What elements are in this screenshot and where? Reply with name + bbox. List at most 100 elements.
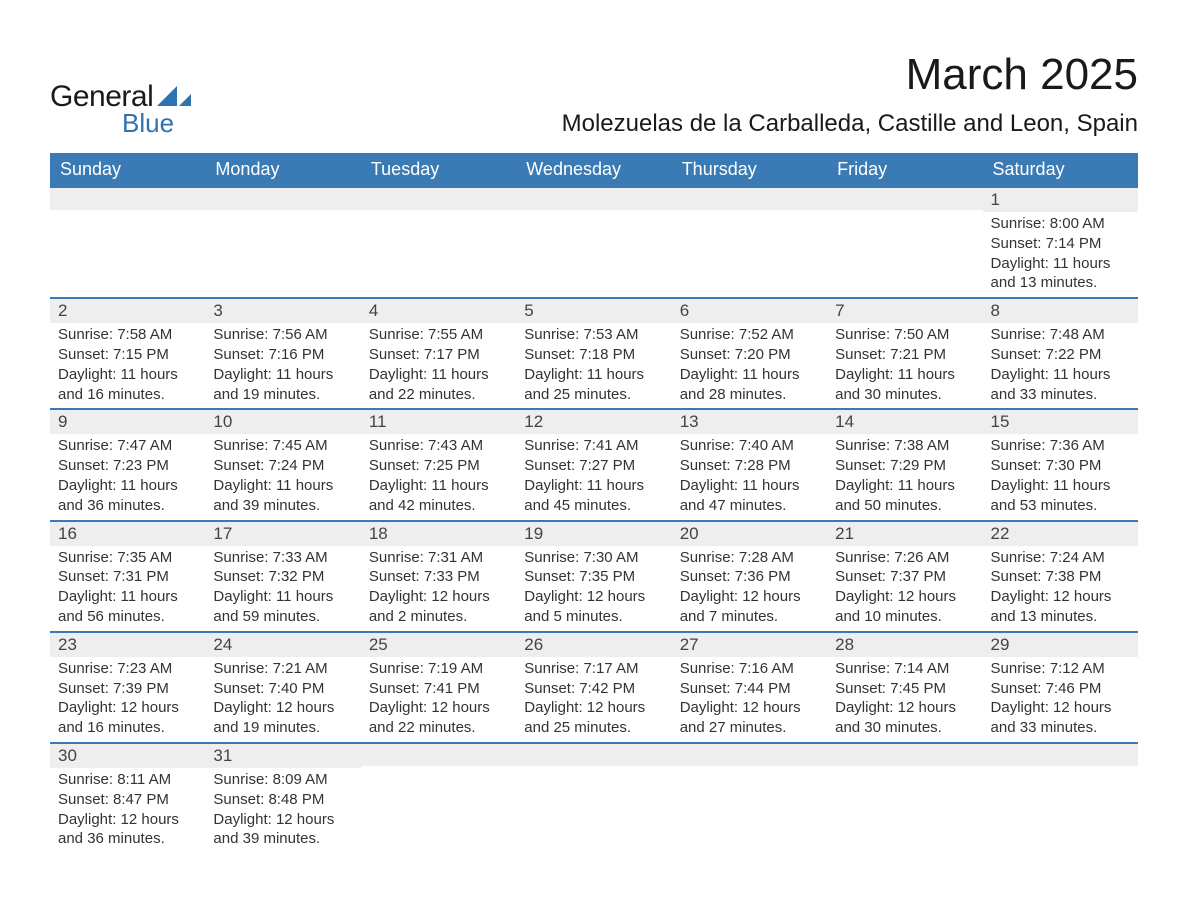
- sunrise-line: Sunrise: 7:55 AM: [369, 325, 508, 345]
- day-number: 17: [205, 520, 360, 546]
- title-block: March 2025 Molezuelas de la Carballeda, …: [562, 50, 1138, 138]
- sunrise-line: Sunrise: 7:26 AM: [835, 548, 974, 568]
- day-cell: 25Sunrise: 7:19 AMSunset: 7:41 PMDayligh…: [361, 631, 516, 742]
- weekday-header: Friday: [827, 153, 982, 186]
- day-cell: [672, 186, 827, 297]
- day-cell: 15Sunrise: 7:36 AMSunset: 7:30 PMDayligh…: [983, 408, 1138, 519]
- brand-logo: General Blue: [50, 80, 191, 139]
- day-number: 10: [205, 408, 360, 434]
- day-body: Sunrise: 7:53 AMSunset: 7:18 PMDaylight:…: [516, 323, 671, 408]
- sunset-line: Sunset: 7:37 PM: [835, 567, 974, 587]
- daylight-line: Daylight: 11 hours and 59 minutes.: [213, 587, 352, 627]
- daylight-line: Daylight: 11 hours and 28 minutes.: [680, 365, 819, 405]
- day-number: 12: [516, 408, 671, 434]
- weekday-header: Sunday: [50, 153, 205, 186]
- sunrise-line: Sunrise: 7:24 AM: [991, 548, 1130, 568]
- day-cell: 29Sunrise: 7:12 AMSunset: 7:46 PMDayligh…: [983, 631, 1138, 742]
- day-body: Sunrise: 7:35 AMSunset: 7:31 PMDaylight:…: [50, 546, 205, 631]
- day-cell: 22Sunrise: 7:24 AMSunset: 7:38 PMDayligh…: [983, 520, 1138, 631]
- sunrise-line: Sunrise: 7:17 AM: [524, 659, 663, 679]
- daylight-line: Daylight: 12 hours and 30 minutes.: [835, 698, 974, 738]
- day-body: Sunrise: 7:58 AMSunset: 7:15 PMDaylight:…: [50, 323, 205, 408]
- sunset-line: Sunset: 7:40 PM: [213, 679, 352, 699]
- daylight-line: Daylight: 11 hours and 56 minutes.: [58, 587, 197, 627]
- daylight-line: Daylight: 12 hours and 19 minutes.: [213, 698, 352, 738]
- daylight-line: Daylight: 12 hours and 36 minutes.: [58, 810, 197, 850]
- daylight-line: Daylight: 11 hours and 25 minutes.: [524, 365, 663, 405]
- weekday-header: Monday: [205, 153, 360, 186]
- brand-blue-text: Blue: [122, 108, 191, 139]
- daylight-line: Daylight: 12 hours and 5 minutes.: [524, 587, 663, 627]
- weekday-header: Tuesday: [361, 153, 516, 186]
- day-cell: [50, 186, 205, 297]
- sunrise-line: Sunrise: 7:47 AM: [58, 436, 197, 456]
- sunrise-line: Sunrise: 7:50 AM: [835, 325, 974, 345]
- day-body: Sunrise: 7:19 AMSunset: 7:41 PMDaylight:…: [361, 657, 516, 742]
- daylight-line: Daylight: 12 hours and 27 minutes.: [680, 698, 819, 738]
- weekday-header: Wednesday: [516, 153, 671, 186]
- sunrise-line: Sunrise: 7:41 AM: [524, 436, 663, 456]
- day-cell: [983, 742, 1138, 853]
- day-body: Sunrise: 8:09 AMSunset: 8:48 PMDaylight:…: [205, 768, 360, 853]
- day-cell: 11Sunrise: 7:43 AMSunset: 7:25 PMDayligh…: [361, 408, 516, 519]
- weekday-header: Thursday: [672, 153, 827, 186]
- day-body: Sunrise: 8:11 AMSunset: 8:47 PMDaylight:…: [50, 768, 205, 853]
- day-number: 27: [672, 631, 827, 657]
- day-cell: [361, 186, 516, 297]
- day-body: Sunrise: 7:16 AMSunset: 7:44 PMDaylight:…: [672, 657, 827, 742]
- daylight-line: Daylight: 12 hours and 25 minutes.: [524, 698, 663, 738]
- day-number: [827, 742, 982, 766]
- sunrise-line: Sunrise: 7:35 AM: [58, 548, 197, 568]
- day-number: 28: [827, 631, 982, 657]
- day-cell: 5Sunrise: 7:53 AMSunset: 7:18 PMDaylight…: [516, 297, 671, 408]
- day-body: Sunrise: 7:47 AMSunset: 7:23 PMDaylight:…: [50, 434, 205, 519]
- day-body: Sunrise: 7:43 AMSunset: 7:25 PMDaylight:…: [361, 434, 516, 519]
- day-body: Sunrise: 7:41 AMSunset: 7:27 PMDaylight:…: [516, 434, 671, 519]
- sunset-line: Sunset: 7:32 PM: [213, 567, 352, 587]
- week-row: 1Sunrise: 8:00 AMSunset: 7:14 PMDaylight…: [50, 186, 1138, 297]
- day-number: [361, 742, 516, 766]
- daylight-line: Daylight: 11 hours and 47 minutes.: [680, 476, 819, 516]
- day-number: 1: [983, 186, 1138, 212]
- day-number: [50, 186, 205, 210]
- sunrise-line: Sunrise: 7:23 AM: [58, 659, 197, 679]
- sunrise-line: Sunrise: 8:11 AM: [58, 770, 197, 790]
- day-cell: [516, 186, 671, 297]
- day-number: 22: [983, 520, 1138, 546]
- day-number: 18: [361, 520, 516, 546]
- day-body: Sunrise: 7:50 AMSunset: 7:21 PMDaylight:…: [827, 323, 982, 408]
- day-number: 13: [672, 408, 827, 434]
- day-number: 4: [361, 297, 516, 323]
- sunset-line: Sunset: 7:31 PM: [58, 567, 197, 587]
- day-cell: 1Sunrise: 8:00 AMSunset: 7:14 PMDaylight…: [983, 186, 1138, 297]
- day-number: [516, 742, 671, 766]
- day-body: Sunrise: 7:30 AMSunset: 7:35 PMDaylight:…: [516, 546, 671, 631]
- sunrise-line: Sunrise: 7:28 AM: [680, 548, 819, 568]
- day-number: 29: [983, 631, 1138, 657]
- day-body: Sunrise: 7:31 AMSunset: 7:33 PMDaylight:…: [361, 546, 516, 631]
- day-body: Sunrise: 7:17 AMSunset: 7:42 PMDaylight:…: [516, 657, 671, 742]
- day-number: 6: [672, 297, 827, 323]
- daylight-line: Daylight: 12 hours and 10 minutes.: [835, 587, 974, 627]
- day-body: Sunrise: 7:21 AMSunset: 7:40 PMDaylight:…: [205, 657, 360, 742]
- day-number: 25: [361, 631, 516, 657]
- day-number: 2: [50, 297, 205, 323]
- day-cell: 23Sunrise: 7:23 AMSunset: 7:39 PMDayligh…: [50, 631, 205, 742]
- day-cell: 8Sunrise: 7:48 AMSunset: 7:22 PMDaylight…: [983, 297, 1138, 408]
- daylight-line: Daylight: 12 hours and 33 minutes.: [991, 698, 1130, 738]
- sunrise-line: Sunrise: 7:43 AM: [369, 436, 508, 456]
- day-cell: [827, 186, 982, 297]
- sunset-line: Sunset: 7:16 PM: [213, 345, 352, 365]
- sunrise-line: Sunrise: 7:21 AM: [213, 659, 352, 679]
- day-cell: 27Sunrise: 7:16 AMSunset: 7:44 PMDayligh…: [672, 631, 827, 742]
- daylight-line: Daylight: 11 hours and 50 minutes.: [835, 476, 974, 516]
- daylight-line: Daylight: 12 hours and 16 minutes.: [58, 698, 197, 738]
- day-body: Sunrise: 7:28 AMSunset: 7:36 PMDaylight:…: [672, 546, 827, 631]
- daylight-line: Daylight: 11 hours and 33 minutes.: [991, 365, 1130, 405]
- day-number: 26: [516, 631, 671, 657]
- day-number: 3: [205, 297, 360, 323]
- day-body: Sunrise: 7:56 AMSunset: 7:16 PMDaylight:…: [205, 323, 360, 408]
- sunrise-line: Sunrise: 7:58 AM: [58, 325, 197, 345]
- day-body: Sunrise: 8:00 AMSunset: 7:14 PMDaylight:…: [983, 212, 1138, 297]
- day-cell: 26Sunrise: 7:17 AMSunset: 7:42 PMDayligh…: [516, 631, 671, 742]
